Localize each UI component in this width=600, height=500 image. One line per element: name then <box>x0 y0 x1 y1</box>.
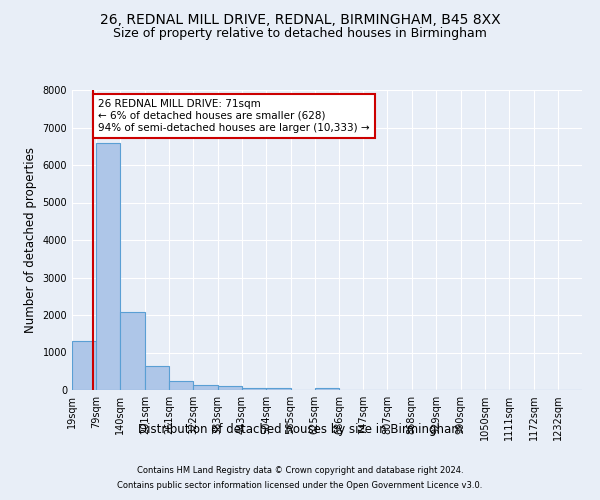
Bar <box>266 388 290 390</box>
Bar <box>145 366 169 390</box>
Bar <box>169 380 193 390</box>
Bar <box>121 312 145 390</box>
Y-axis label: Number of detached properties: Number of detached properties <box>24 147 37 333</box>
Bar <box>193 385 218 390</box>
Text: 26 REDNAL MILL DRIVE: 71sqm
← 6% of detached houses are smaller (628)
94% of sem: 26 REDNAL MILL DRIVE: 71sqm ← 6% of deta… <box>98 100 370 132</box>
Bar <box>314 388 339 390</box>
Text: Size of property relative to detached houses in Birmingham: Size of property relative to detached ho… <box>113 28 487 40</box>
Text: Distribution of detached houses by size in Birmingham: Distribution of detached houses by size … <box>137 422 463 436</box>
Text: Contains public sector information licensed under the Open Government Licence v3: Contains public sector information licen… <box>118 481 482 490</box>
Bar <box>96 142 121 390</box>
Bar <box>242 388 266 390</box>
Text: Contains HM Land Registry data © Crown copyright and database right 2024.: Contains HM Land Registry data © Crown c… <box>137 466 463 475</box>
Text: 26, REDNAL MILL DRIVE, REDNAL, BIRMINGHAM, B45 8XX: 26, REDNAL MILL DRIVE, REDNAL, BIRMINGHA… <box>100 12 500 26</box>
Bar <box>72 341 96 390</box>
Bar <box>218 386 242 390</box>
